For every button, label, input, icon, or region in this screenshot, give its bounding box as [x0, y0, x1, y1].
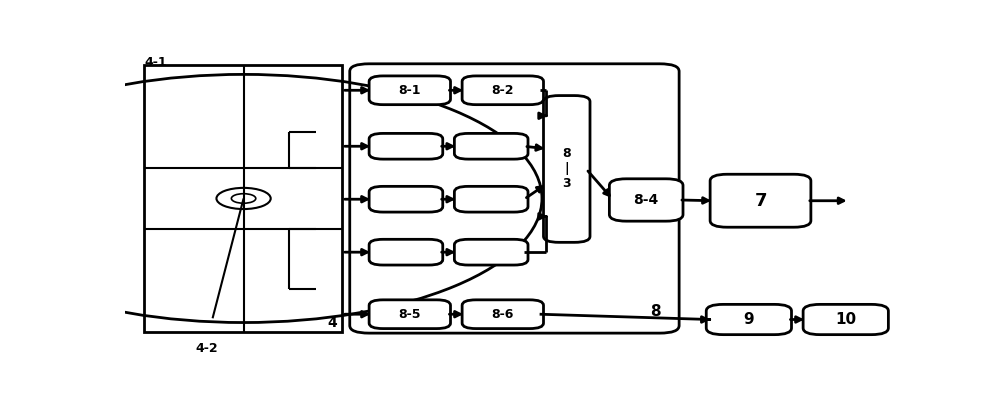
FancyBboxPatch shape [706, 304, 792, 335]
FancyBboxPatch shape [369, 76, 450, 105]
Text: 8-2: 8-2 [492, 84, 514, 97]
Text: 4: 4 [327, 316, 337, 330]
Text: 8: 8 [651, 305, 661, 320]
FancyBboxPatch shape [369, 300, 450, 329]
FancyBboxPatch shape [454, 239, 528, 265]
FancyBboxPatch shape [369, 133, 443, 159]
FancyBboxPatch shape [369, 239, 443, 265]
Text: 9: 9 [744, 312, 754, 327]
Bar [144, 65, 342, 332]
FancyBboxPatch shape [462, 76, 544, 105]
FancyBboxPatch shape [462, 300, 544, 329]
Text: 4-2: 4-2 [195, 342, 218, 355]
Text: 7: 7 [754, 192, 767, 210]
FancyBboxPatch shape [710, 174, 811, 227]
Text: 8
|
3: 8 | 3 [562, 147, 571, 191]
Text: 8-5: 8-5 [399, 308, 421, 321]
Text: 10: 10 [835, 312, 856, 327]
FancyBboxPatch shape [544, 95, 590, 242]
Text: 8-6: 8-6 [492, 308, 514, 321]
FancyBboxPatch shape [454, 133, 528, 159]
Text: 4-1: 4-1 [144, 56, 167, 69]
Text: 8-1: 8-1 [399, 84, 421, 97]
FancyBboxPatch shape [803, 304, 888, 335]
FancyBboxPatch shape [350, 64, 679, 333]
FancyBboxPatch shape [609, 179, 683, 221]
Text: 8-4: 8-4 [634, 193, 659, 207]
FancyBboxPatch shape [454, 186, 528, 212]
FancyBboxPatch shape [369, 186, 443, 212]
